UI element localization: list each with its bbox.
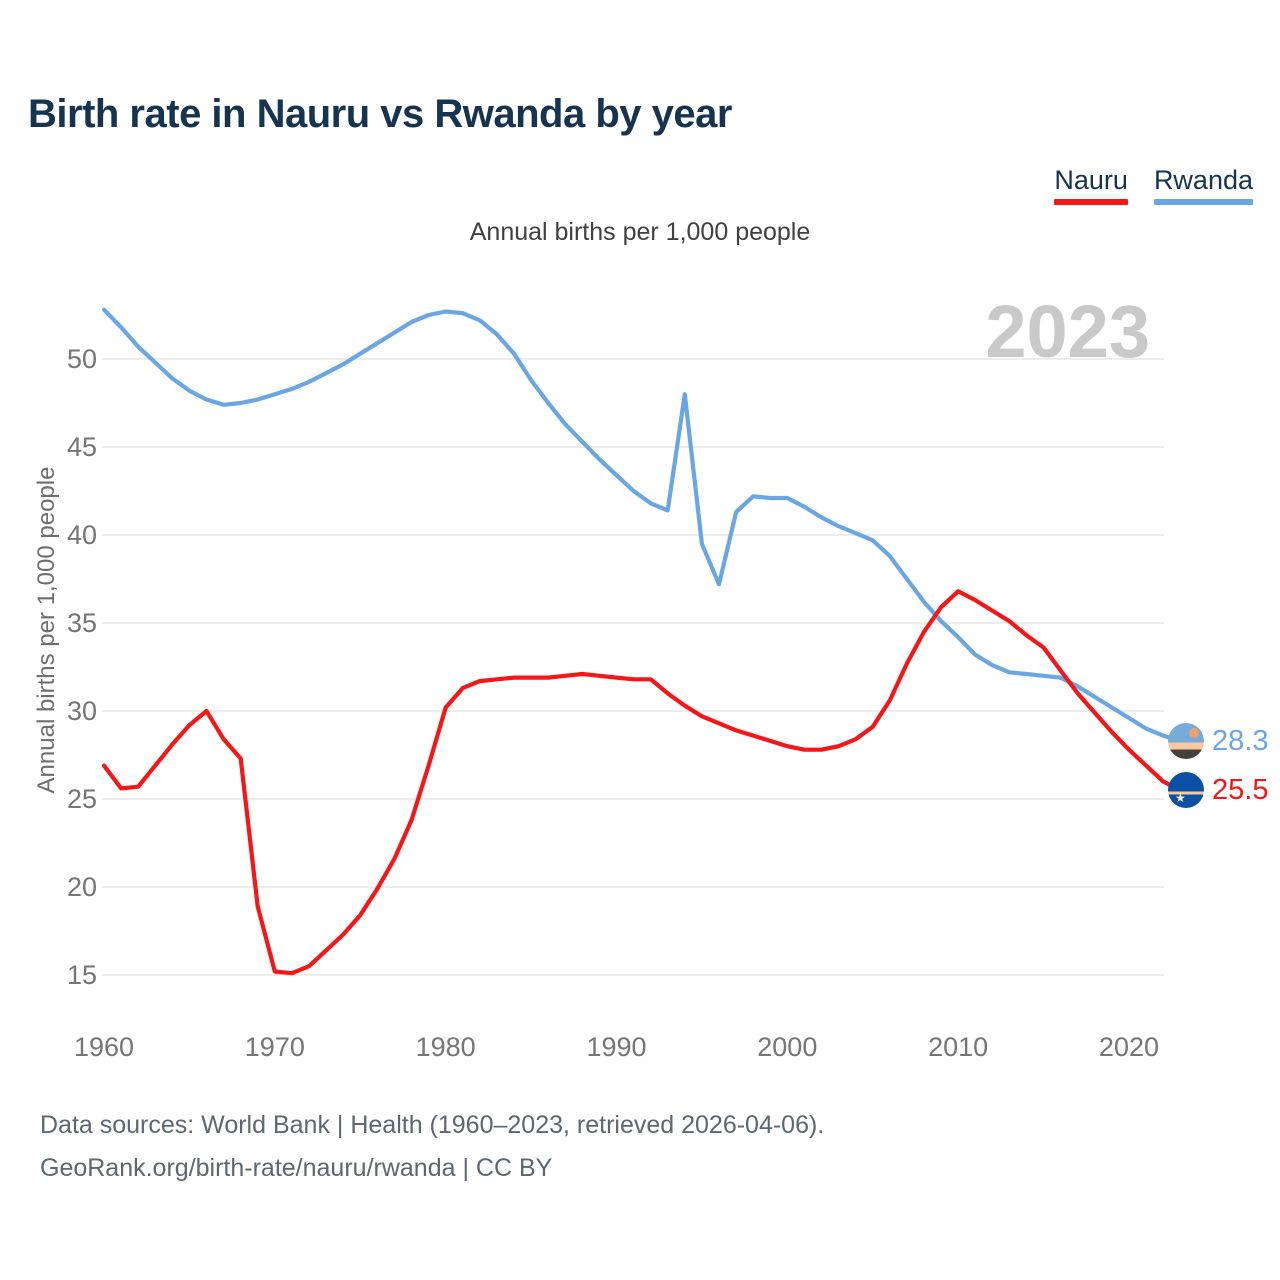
end-value-nauru: 25.5 — [1212, 774, 1269, 806]
x-tick-label: 2000 — [757, 1032, 818, 1062]
y-tick-label: 50 — [66, 344, 97, 374]
page-title: Birth rate in Nauru vs Rwanda by year — [28, 92, 732, 136]
nauru-flag-star: ★ — [1175, 791, 1186, 805]
x-tick-label: 2010 — [928, 1032, 989, 1062]
x-tick-label: 2020 — [1098, 1032, 1159, 1062]
legend-label-nauru: Nauru — [1054, 165, 1128, 195]
rwanda-flag-icon — [1168, 723, 1204, 759]
y-tick-label: 15 — [66, 960, 97, 990]
footer-attribution-line: GeoRank.org/birth-rate/nauru/rwanda | CC… — [40, 1154, 553, 1182]
y-tick-label: 35 — [66, 608, 97, 638]
y-tick-label: 20 — [66, 872, 97, 902]
end-value-rwanda: 28.3 — [1212, 725, 1269, 757]
series-line-nauru — [101, 589, 1183, 976]
chart-subtitle: Annual births per 1,000 people — [469, 218, 811, 246]
footer-sources-line: Data sources: World Bank | Health (1960–… — [40, 1111, 825, 1139]
series-line-rwanda — [101, 307, 1183, 744]
legend-item-nauru[interactable]: Nauru — [1054, 165, 1128, 205]
x-tick-label: 1970 — [244, 1032, 305, 1062]
y-tick-label: 30 — [66, 696, 97, 726]
footer: Data sources: World Bank | Health (1960–… — [40, 1104, 824, 1190]
nauru-flag-icon: ★ — [1168, 772, 1204, 808]
watermark-year: 2023 — [985, 290, 1150, 373]
y-tick-label: 25 — [66, 784, 97, 814]
legend-underline-rwanda — [1153, 199, 1253, 205]
x-tick-label: 1980 — [415, 1032, 476, 1062]
legend-underline-nauru — [1054, 199, 1128, 205]
rwanda-flag-sun — [1189, 728, 1199, 738]
legend-label-rwanda: Rwanda — [1153, 165, 1253, 195]
x-tick-label: 1960 — [73, 1032, 135, 1062]
y-tick-label: 40 — [66, 520, 97, 550]
legend: Nauru Rwanda — [1054, 165, 1253, 205]
y-axis-title: Annual births per 1,000 people — [33, 466, 60, 794]
legend-item-rwanda[interactable]: Rwanda — [1153, 165, 1253, 205]
y-tick-label: 45 — [66, 432, 97, 462]
x-tick-label: 1990 — [586, 1032, 647, 1062]
